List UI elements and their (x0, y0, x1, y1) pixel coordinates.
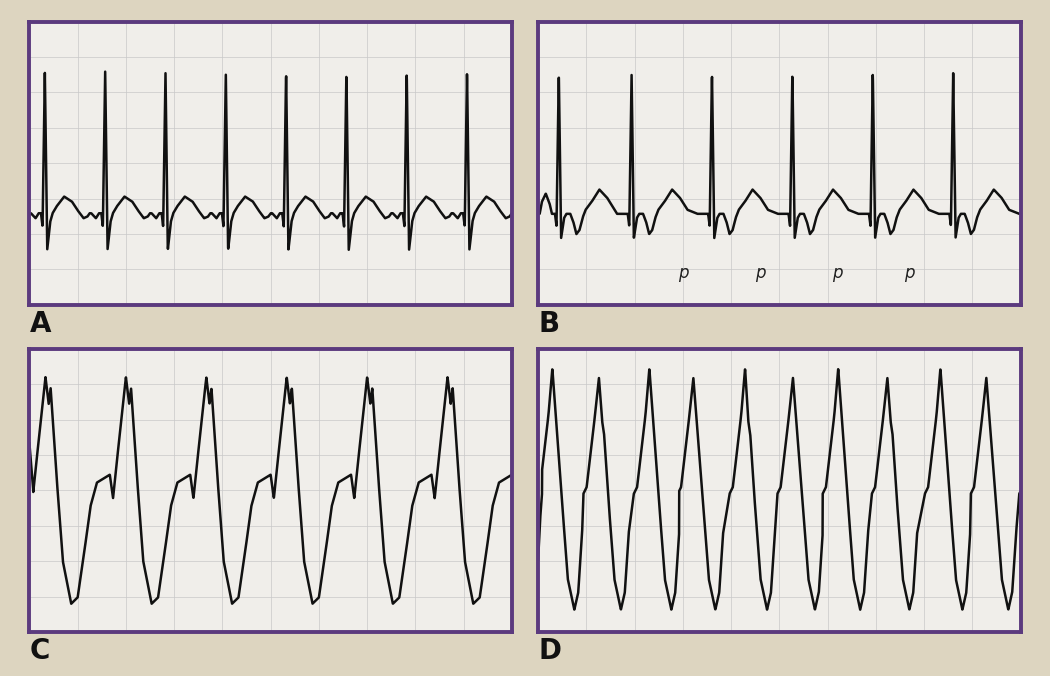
Text: C: C (29, 637, 49, 665)
Text: p: p (904, 264, 915, 282)
Text: A: A (29, 310, 50, 338)
Text: D: D (538, 637, 561, 665)
Text: p: p (755, 264, 765, 282)
Text: B: B (538, 310, 560, 338)
Text: p: p (677, 264, 688, 282)
Text: p: p (832, 264, 842, 282)
